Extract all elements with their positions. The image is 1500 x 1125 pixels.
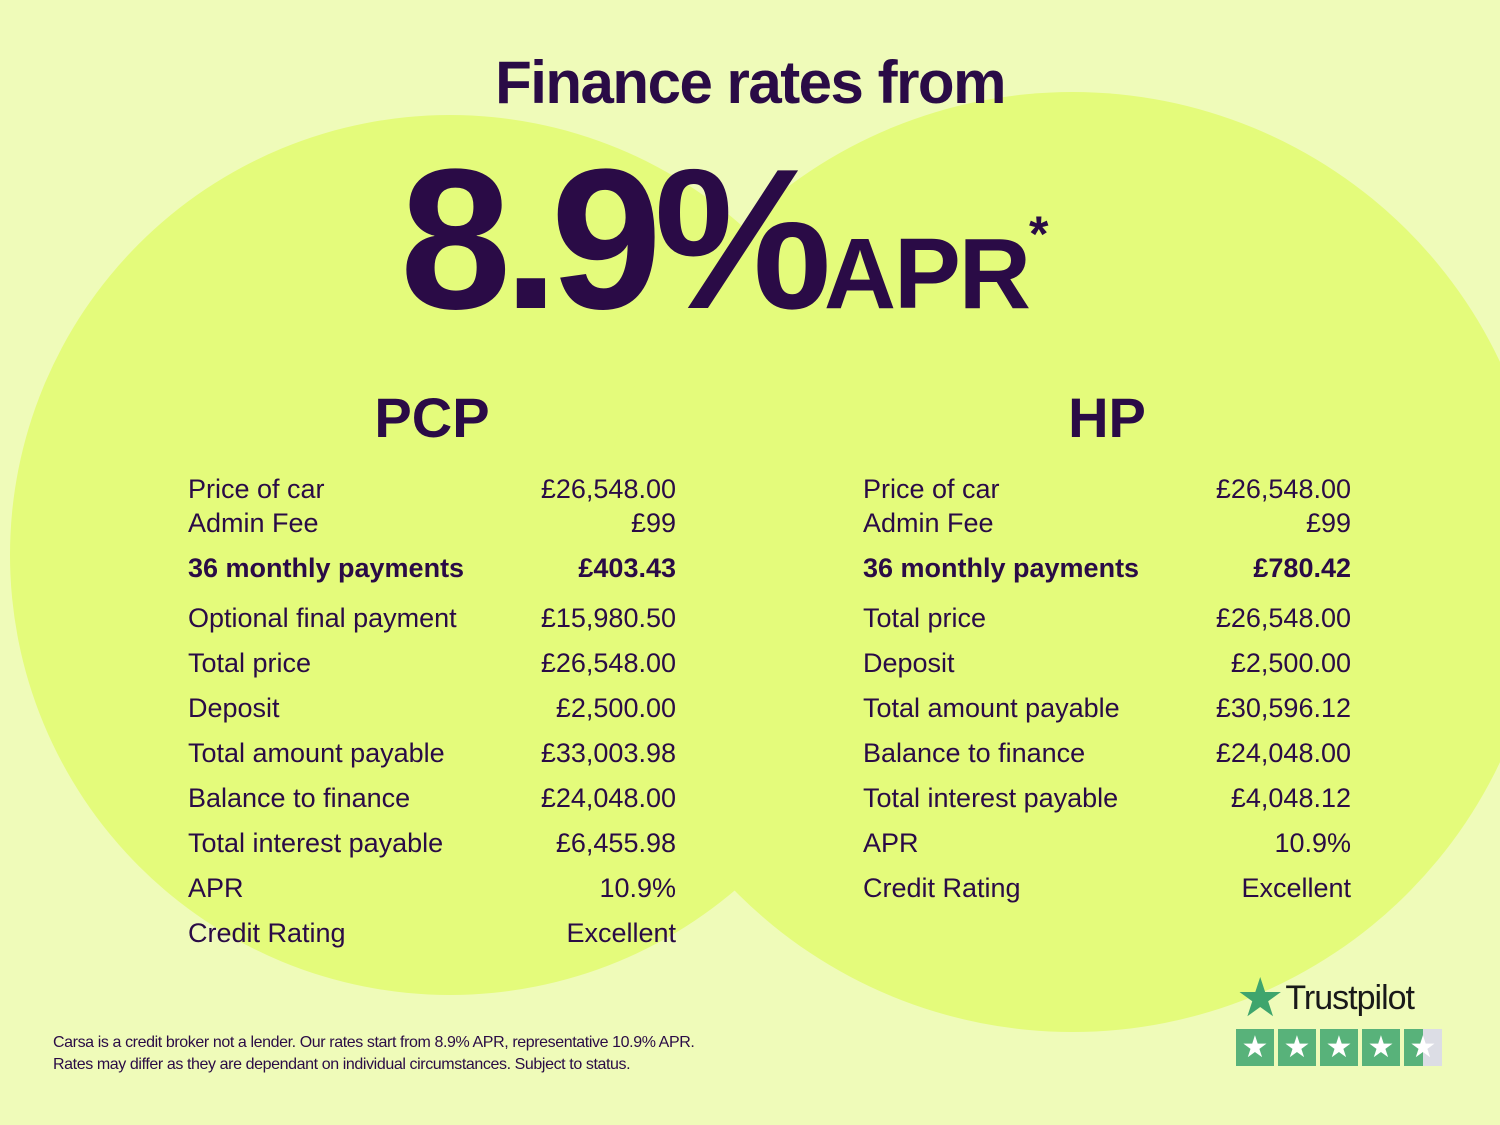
row-value: £6,455.98 <box>555 828 676 858</box>
table-row: Total amount payable £30,596.12 <box>863 686 1351 731</box>
row-label: Total amount payable <box>188 738 445 768</box>
row-value: £403.43 <box>578 553 676 583</box>
rate-value: 8.9% <box>400 128 832 351</box>
row-label: 36 monthly payments <box>863 553 1140 583</box>
row-label: Credit Rating <box>188 918 346 948</box>
row-label: Balance to finance <box>863 738 1086 768</box>
star-icon: ★ <box>1362 1029 1400 1066</box>
table-row: Balance to finance £24,048.00 <box>188 776 676 821</box>
row-value: £26,548.00 <box>540 648 676 678</box>
trustpilot-name: Trustpilot <box>1285 978 1415 1017</box>
table-row: Deposit £2,500.00 <box>188 686 676 731</box>
disclaimer-line-2: Rates may differ as they are dependant o… <box>53 1056 631 1073</box>
row-label: APR <box>188 873 244 903</box>
row-label: 36 monthly payments <box>188 553 465 583</box>
rate-display: 8.9%APR* <box>400 125 1048 355</box>
pcp-table: PCP Price of car £26,548.00 Admin Fee £99 36… <box>188 385 676 956</box>
table-row: APR 10.9% <box>188 866 676 911</box>
row-label: Total price <box>188 648 312 678</box>
disclaimer: Carsa is a credit broker not a lender. O… <box>53 1032 695 1076</box>
row-label: Deposit <box>188 693 280 723</box>
table-row: 36 monthly payments £780.42 <box>863 540 1351 596</box>
trustpilot-star-icon: ★ <box>1236 968 1284 1028</box>
row-value: £24,048.00 <box>1215 738 1351 768</box>
row-value: 10.9% <box>1274 828 1351 858</box>
star-icon: ★ <box>1404 1029 1442 1066</box>
table-row: Price of car £26,548.00 <box>188 472 676 506</box>
row-value: £780.42 <box>1253 553 1351 583</box>
star-icon: ★ <box>1236 1029 1274 1066</box>
row-label: APR <box>863 828 919 858</box>
hp-table: HP Price of car £26,548.00 Admin Fee £99 36 … <box>863 385 1351 911</box>
row-value: £15,980.50 <box>540 603 676 633</box>
row-value: £2,500.00 <box>555 693 676 723</box>
row-label: Total price <box>863 603 987 633</box>
headline: Finance rates from <box>495 49 1006 116</box>
row-label: Deposit <box>863 648 955 678</box>
row-value: £30,596.12 <box>1215 693 1351 723</box>
table-row: Deposit £2,500.00 <box>863 641 1351 686</box>
row-value: £26,548.00 <box>1215 474 1351 504</box>
pcp-title: PCP <box>374 386 490 449</box>
table-row: Total amount payable £33,003.98 <box>188 731 676 776</box>
row-label: Total amount payable <box>863 693 1120 723</box>
row-value: £99 <box>1305 508 1351 538</box>
table-row: Balance to finance £24,048.00 <box>863 731 1351 776</box>
table-row: Admin Fee £99 <box>863 506 1351 540</box>
background-circle-right <box>600 92 1500 1032</box>
table-row: Price of car £26,548.00 <box>863 472 1351 506</box>
row-label: Price of car <box>188 474 325 504</box>
table-row: 36 monthly payments £403.43 <box>188 540 676 596</box>
apr-label: APR <box>823 218 1031 330</box>
table-row: Credit Rating Excellent <box>188 911 676 956</box>
row-value: £24,048.00 <box>540 783 676 813</box>
hp-title: HP <box>1068 386 1146 449</box>
row-label: Admin Fee <box>188 508 319 538</box>
star-icon: ★ <box>1278 1029 1316 1066</box>
row-value: £99 <box>630 508 676 538</box>
row-label: Admin Fee <box>863 508 994 538</box>
row-value: £2,500.00 <box>1230 648 1351 678</box>
row-label: Total interest payable <box>188 828 444 858</box>
asterisk: * <box>1029 206 1049 262</box>
row-label: Price of car <box>863 474 1000 504</box>
star-icon: ★ <box>1320 1029 1358 1066</box>
table-row: Total interest payable £4,048.12 <box>863 776 1351 821</box>
row-value: Excellent <box>1241 873 1351 903</box>
row-label: Optional final payment <box>188 603 457 633</box>
row-value: £26,548.00 <box>540 474 676 504</box>
row-value: 10.9% <box>599 873 676 903</box>
row-label: Total interest payable <box>863 783 1119 813</box>
row-label: Balance to finance <box>188 783 411 813</box>
trustpilot-badge: ★ Trustpilot ★ ★ ★ ★ ★ <box>1236 968 1442 1066</box>
row-label: Credit Rating <box>863 873 1021 903</box>
table-row: Total interest payable £6,455.98 <box>188 821 676 866</box>
disclaimer-line-1: Carsa is a credit broker not a lender. O… <box>53 1034 695 1051</box>
row-value: £26,548.00 <box>1215 603 1351 633</box>
table-row: Total price £26,548.00 <box>863 596 1351 641</box>
table-row: Admin Fee £99 <box>188 506 676 540</box>
row-value: £4,048.12 <box>1230 783 1351 813</box>
table-row: Total price £26,548.00 <box>188 641 676 686</box>
row-value: £33,003.98 <box>540 738 676 768</box>
table-row: Credit Rating Excellent <box>863 866 1351 911</box>
rating-stars: ★ ★ ★ ★ ★ <box>1236 1029 1442 1066</box>
table-row: APR 10.9% <box>863 821 1351 866</box>
row-value: Excellent <box>566 918 676 948</box>
table-row: Optional final payment £15,980.50 <box>188 596 676 641</box>
